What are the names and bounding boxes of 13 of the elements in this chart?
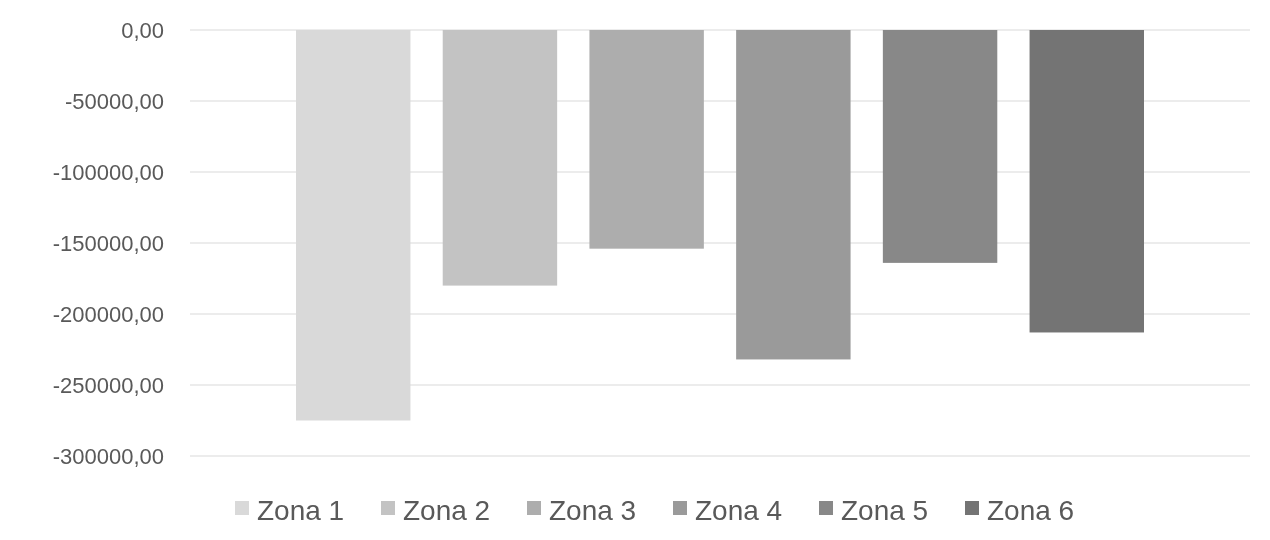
y-tick-label: -250000,00: [52, 372, 164, 398]
legend-label: Zona 6: [987, 494, 1075, 526]
legend-label: Zona 2: [403, 494, 491, 526]
y-tick-label: -300000,00: [52, 443, 164, 469]
legend-label: Zona 1: [257, 494, 345, 526]
y-tick-label: -50000,00: [64, 88, 164, 114]
legend-label: Zona 5: [841, 494, 929, 526]
y-tick-label: 0,00: [121, 17, 164, 43]
y-tick-label: -200000,00: [52, 301, 164, 327]
legend-label: Zona 4: [695, 494, 783, 526]
legend-label: Zona 3: [549, 494, 637, 526]
y-tick-label: -150000,00: [52, 230, 164, 256]
y-tick-label: -100000,00: [52, 159, 164, 185]
